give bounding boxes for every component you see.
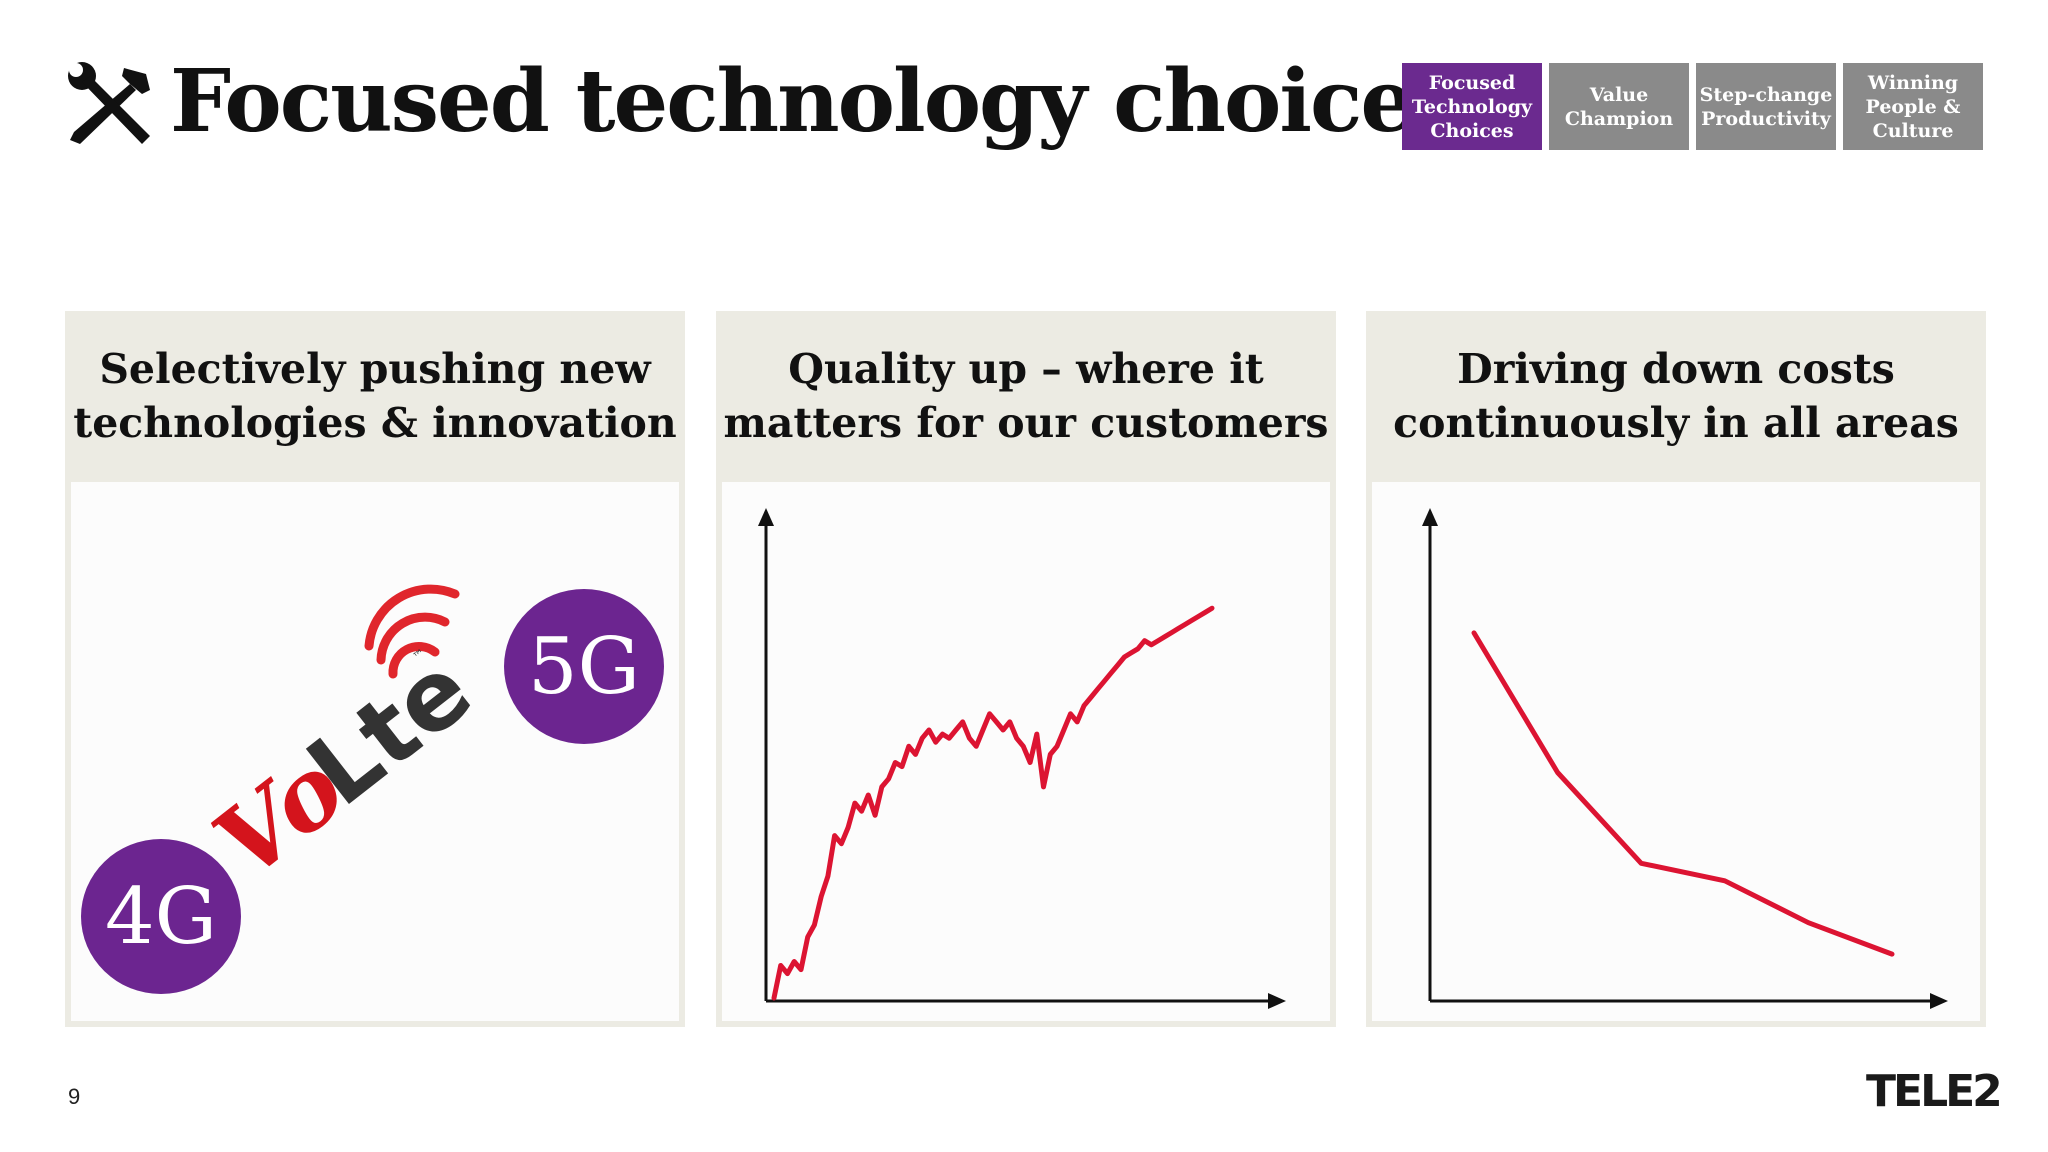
x-axis-arrow <box>1268 993 1286 1009</box>
tab-focused-technology-choices[interactable]: Focused Technology Choices <box>1402 63 1542 150</box>
tab-label-line: Champion <box>1564 107 1674 130</box>
volte-logo: Vo Lte ™ <box>194 584 492 900</box>
tele2-logo[interactable]: TELE2 <box>1866 1066 2003 1117</box>
tab-value-champion[interactable]: Value Champion <box>1549 63 1689 150</box>
tab-label-line: Focused <box>1428 71 1516 94</box>
x-axis-arrow <box>1930 993 1948 1009</box>
tab-label-line: Value <box>1589 83 1649 106</box>
panel-driving-down-costs: Driving down costs continuously in all a… <box>1366 311 1986 1027</box>
heading-line: Driving down costs <box>1457 345 1895 393</box>
badge-4g: 4G <box>81 839 241 994</box>
costs-chart <box>1422 508 1948 1009</box>
heading-line: matters for our customers <box>723 399 1329 447</box>
tab-label-line: Technology <box>1411 95 1533 118</box>
quality-chart <box>758 508 1286 1009</box>
tab-label-line: Choices <box>1430 119 1514 142</box>
panel-heading: Driving down costs continuously in all a… <box>1366 311 1986 481</box>
y-axis-arrow <box>758 508 774 526</box>
series-line <box>771 605 1215 1001</box>
tools-icon <box>68 62 150 144</box>
panel-heading: Selectively pushing new technologies & i… <box>65 311 685 481</box>
tab-label-line: Step-change <box>1699 83 1833 106</box>
tab-label-line: Culture <box>1872 119 1954 142</box>
heading-line: Quality up – where it <box>788 345 1264 393</box>
panel-heading: Quality up – where it matters for our cu… <box>716 311 1336 481</box>
tab-step-change-productivity[interactable]: Step-change Productivity <box>1696 63 1836 150</box>
badge-5g: 5G <box>504 589 664 744</box>
tab-label-line: Winning <box>1867 71 1959 94</box>
heading-line: technologies & innovation <box>73 399 677 447</box>
panel-new-technologies: Selectively pushing new technologies & i… <box>65 311 685 1027</box>
tab-label-line: Productivity <box>1701 107 1831 130</box>
panel-body <box>1372 482 1980 1021</box>
tab-label-line: People & <box>1865 95 1961 118</box>
page-title: Focused technology choices <box>170 51 1462 152</box>
panel-body: Vo Lte ™ 4G 5G <box>71 482 679 1021</box>
panel-body <box>722 482 1330 1021</box>
panel-quality-up: Quality up – where it matters for our cu… <box>716 311 1336 1027</box>
page-number: 9 <box>68 1084 81 1109</box>
y-axis-arrow <box>1422 508 1438 526</box>
tab-winning-people-culture[interactable]: Winning People & Culture <box>1843 63 1983 150</box>
heading-line: continuously in all areas <box>1393 399 1959 447</box>
heading-line: Selectively pushing new <box>99 345 651 393</box>
series-line <box>1471 630 1895 957</box>
